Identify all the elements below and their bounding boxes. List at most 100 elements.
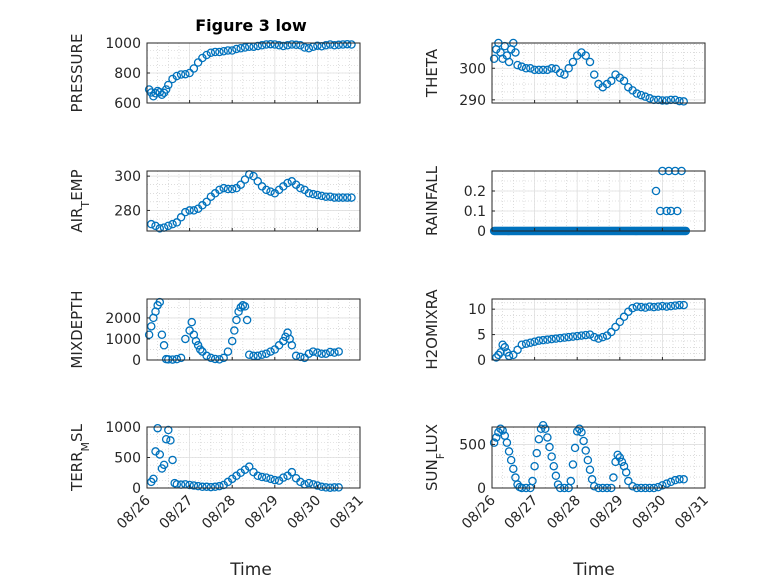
data-point — [308, 347, 318, 356]
data-point — [195, 345, 205, 354]
x-axis-label-left: Time — [229, 560, 272, 580]
axes-frame — [146, 170, 361, 232]
data-point — [193, 341, 203, 350]
data-point — [240, 43, 250, 52]
y-tick-label: 500 — [459, 437, 486, 453]
data-point — [532, 448, 541, 458]
data-point — [530, 65, 539, 75]
data-point — [534, 65, 544, 75]
data-point — [624, 476, 633, 486]
data-point — [149, 474, 158, 484]
y-tick-label: 0 — [132, 353, 141, 369]
data-point — [547, 334, 556, 344]
data-point — [296, 477, 305, 487]
data-point — [304, 478, 314, 488]
data-point — [611, 322, 620, 332]
y-tick-label: 600 — [114, 96, 141, 112]
data-point — [181, 69, 190, 79]
subplot-pressure: 600 800 1000 PRESSURE — [68, 34, 361, 112]
data-point — [202, 351, 211, 361]
data-point — [549, 461, 559, 471]
data-point — [492, 353, 501, 362]
data-point — [215, 185, 224, 195]
data-point — [321, 192, 331, 201]
data-point — [189, 64, 199, 73]
data-point — [621, 468, 631, 477]
subplot-terr-msl: 0 500 1000 08/26 08/27 08/28 08/29 08/30 08/31 TE… — [68, 420, 367, 532]
data-point — [270, 475, 280, 485]
y-tick-label: 280 — [114, 203, 141, 219]
data-point — [317, 482, 326, 492]
data-point — [206, 482, 216, 492]
data-point — [155, 450, 165, 459]
data-point — [555, 68, 565, 78]
data-point — [185, 480, 194, 490]
y-tick-label: 1000 — [105, 36, 141, 52]
data-point — [321, 41, 331, 50]
data-point — [570, 443, 580, 453]
y-axis-label: TERRM SL — [68, 423, 92, 492]
data-point — [185, 326, 194, 335]
subplot-h2omixra: 0 5 10 H2OMIXRA — [423, 289, 706, 370]
data-point — [581, 330, 590, 340]
data-point — [498, 340, 507, 349]
data-point — [679, 97, 688, 106]
data-point — [234, 307, 243, 316]
data-point — [534, 336, 544, 345]
y-axis-label: THETA — [423, 48, 441, 98]
data-point — [313, 190, 322, 200]
data-point — [645, 94, 654, 103]
data-point — [249, 171, 258, 181]
data-point — [589, 482, 599, 491]
data-point — [670, 301, 680, 310]
data-point — [262, 40, 271, 49]
data-point — [168, 455, 177, 465]
data-point — [583, 455, 593, 465]
data-point — [227, 46, 237, 55]
data-point — [287, 341, 297, 350]
data-point — [496, 424, 505, 433]
data-point — [662, 479, 671, 488]
data-point — [547, 452, 556, 461]
data-point — [147, 219, 156, 229]
data-point — [161, 434, 171, 444]
data-point — [257, 41, 267, 50]
data-point — [155, 224, 165, 233]
data-point — [283, 41, 292, 50]
data-point — [347, 40, 356, 49]
data-point — [615, 317, 625, 327]
data-point — [615, 453, 625, 462]
y-tick-label: 0 — [477, 353, 486, 369]
data-point — [673, 206, 682, 216]
x-tick-label: 08/26 — [459, 492, 499, 532]
x-tick-label: 08/29 — [587, 493, 627, 533]
data-point — [215, 47, 224, 57]
data-point — [494, 350, 503, 360]
data-point — [274, 341, 284, 350]
data-point — [185, 206, 194, 215]
data-point — [253, 177, 263, 186]
data-point — [210, 482, 220, 492]
data-point — [585, 330, 595, 339]
data-point — [185, 68, 194, 78]
data-point — [641, 303, 650, 312]
data-point — [321, 349, 331, 358]
data-point — [253, 41, 263, 51]
axes-frame — [491, 298, 706, 361]
data-point — [244, 462, 254, 471]
data-point — [157, 90, 167, 100]
x-tick-label: 08/30 — [284, 493, 324, 533]
data-point — [325, 40, 335, 49]
y-tick-label: 300 — [114, 169, 141, 185]
data-point — [219, 353, 228, 363]
data-point — [547, 64, 556, 73]
data-point — [670, 475, 680, 485]
data-point — [266, 187, 275, 196]
x-tick-label: 08/31 — [327, 493, 367, 533]
data-point — [521, 64, 531, 73]
data-point — [496, 348, 505, 357]
data-point — [675, 300, 684, 310]
data-point — [560, 70, 569, 79]
x-tick-label: 08/29 — [242, 493, 282, 533]
data-point — [281, 332, 290, 342]
